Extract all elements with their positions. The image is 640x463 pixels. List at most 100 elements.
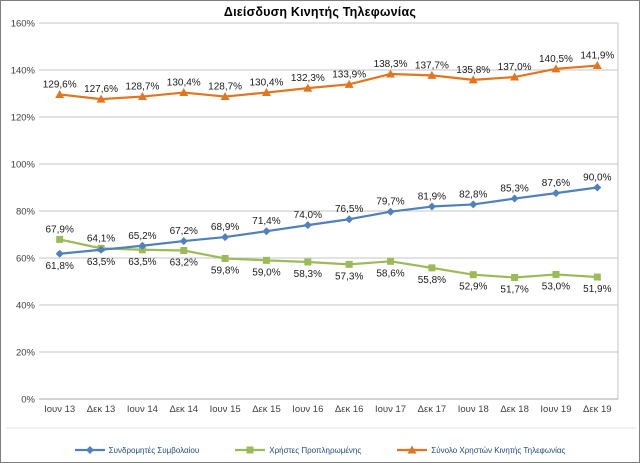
data-point-marker	[304, 258, 312, 266]
x-axis-tick-label: Ιουν 16	[292, 404, 323, 415]
data-point-marker	[179, 88, 189, 97]
data-point-label: 135,8%	[456, 65, 490, 76]
data-point-marker	[180, 246, 188, 254]
data-point-label: 140,5%	[539, 54, 573, 65]
data-point-marker	[55, 89, 65, 98]
data-point-label: 55,8%	[418, 275, 446, 286]
data-point-marker	[386, 69, 396, 78]
data-point-label: 51,7%	[500, 285, 528, 296]
data-point-label: 137,0%	[498, 62, 532, 73]
data-point-label: 67,2%	[170, 226, 198, 237]
data-point-marker	[344, 79, 354, 88]
data-point-label: 79,7%	[376, 197, 404, 208]
data-point-marker	[179, 237, 188, 246]
y-axis-tick-label: 100%	[11, 160, 36, 171]
diamond-legend-swatch-icon	[74, 446, 105, 454]
series-line	[58, 238, 599, 279]
data-point-marker	[221, 233, 230, 242]
data-point-label: 64,1%	[87, 233, 115, 244]
data-point-label: 138,3%	[374, 59, 408, 70]
data-point-label: 90,0%	[583, 173, 611, 184]
data-point-marker	[511, 274, 519, 282]
data-point-label: 127,6%	[84, 84, 118, 95]
data-point-label: 59,0%	[252, 267, 280, 278]
data-point-marker	[592, 61, 602, 70]
data-point-marker	[56, 235, 64, 243]
data-point-label: 81,9%	[418, 192, 446, 203]
data-point-label: 74,0%	[294, 210, 322, 221]
data-point-marker	[345, 260, 353, 268]
x-axis-tick-label: Ιουν 13	[44, 404, 75, 415]
data-point-label: 132,3%	[291, 73, 325, 84]
data-point-marker	[386, 207, 395, 216]
y-axis-tick-label: 0%	[21, 395, 35, 406]
data-point-marker	[468, 75, 478, 84]
series-triangle: 129,6% 127,6% 128,7% 130,4% 128,7% 130,4% 132,…	[43, 51, 614, 103]
data-point-marker	[137, 92, 147, 101]
chart-legend: Συνδρομητές Συμβολαίου Χρήστες Προπληρωμέ…	[1, 440, 639, 460]
legend-label: Συνδρομητές Συμβολαίου	[108, 445, 200, 455]
y-axis-tick-label: 60%	[16, 254, 36, 265]
data-point-label: 137,7%	[415, 60, 449, 71]
x-axis-tick-label: Ιουν 18	[458, 404, 489, 415]
data-point-marker	[55, 249, 64, 258]
y-axis-tick-label: 160%	[11, 19, 36, 30]
data-point-marker	[303, 221, 312, 230]
data-point-marker	[97, 245, 106, 254]
data-point-label: 76,5%	[335, 204, 363, 215]
x-axis-tick-label: Ιουν 19	[540, 404, 571, 415]
x-axis-tick-label: Δεκ 15	[252, 404, 281, 415]
data-point-label: 82,8%	[459, 189, 487, 200]
data-point-marker	[138, 241, 147, 250]
x-axis-tick-label: Δεκ 13	[87, 404, 116, 415]
data-point-label: 128,7%	[125, 82, 159, 93]
data-point-marker	[510, 194, 519, 203]
data-point-label: 57,3%	[335, 271, 363, 282]
data-point-label: 130,4%	[167, 78, 201, 89]
data-point-label: 58,3%	[294, 269, 322, 280]
legend-item: Συνδρομητές Συμβολαίου	[74, 445, 200, 455]
y-axis-tick-label: 20%	[16, 348, 36, 359]
y-axis-tick-label: 120%	[11, 113, 36, 124]
legend-label: Σύνολο Χρηστών Κινητής Τηλεφωνίας	[431, 445, 566, 455]
data-point-label: 52,9%	[459, 282, 487, 293]
x-axis-tick-label: Δεκ 18	[500, 404, 529, 415]
x-axis-tick-label: Δεκ 17	[418, 404, 447, 415]
data-point-marker	[469, 271, 477, 279]
triangle-legend-swatch-icon	[397, 445, 428, 454]
legend-marker-icon	[407, 445, 417, 454]
data-point-label: 87,6%	[542, 178, 570, 189]
x-axis-tick-label: Δεκ 16	[335, 404, 364, 415]
data-point-marker	[96, 94, 106, 103]
y-axis-tick-label: 140%	[11, 66, 36, 77]
x-axis-tick-label: Ιουν 14	[127, 404, 158, 415]
data-point-marker	[303, 83, 313, 92]
data-point-label: 129,6%	[43, 79, 77, 90]
data-point-marker	[262, 256, 270, 264]
data-point-label: 85,3%	[500, 184, 528, 195]
square-legend-swatch-icon	[235, 446, 266, 454]
data-point-marker	[387, 257, 395, 265]
data-point-label: 68,9%	[211, 222, 239, 233]
legend-item: Σύνολο Χρηστών Κινητής Τηλεφωνίας	[397, 445, 565, 455]
data-point-marker	[262, 227, 271, 236]
series-line	[58, 186, 599, 255]
legend-item: Χρήστες Προπληρωμένης	[235, 445, 361, 455]
data-point-marker	[552, 270, 560, 278]
data-point-label: 71,4%	[252, 216, 280, 227]
data-point-label: 59,8%	[211, 265, 239, 276]
series-line	[58, 64, 599, 101]
data-point-marker	[551, 64, 561, 73]
data-point-label: 141,9%	[580, 51, 614, 62]
series-diamond: 61,8% 63,5% 65,2% 67,2% 68,9% 71,4% 74,0% 76,5%…	[45, 173, 611, 272]
data-point-label: 133,9%	[332, 69, 366, 80]
data-point-marker	[427, 202, 436, 211]
data-point-marker	[593, 273, 601, 281]
data-point-marker	[469, 200, 478, 209]
data-point-marker	[221, 254, 229, 262]
data-point-label: 63,2%	[170, 257, 198, 268]
x-axis-tick-label: Δεκ 14	[169, 404, 198, 415]
data-point-label: 63,5%	[87, 257, 115, 268]
